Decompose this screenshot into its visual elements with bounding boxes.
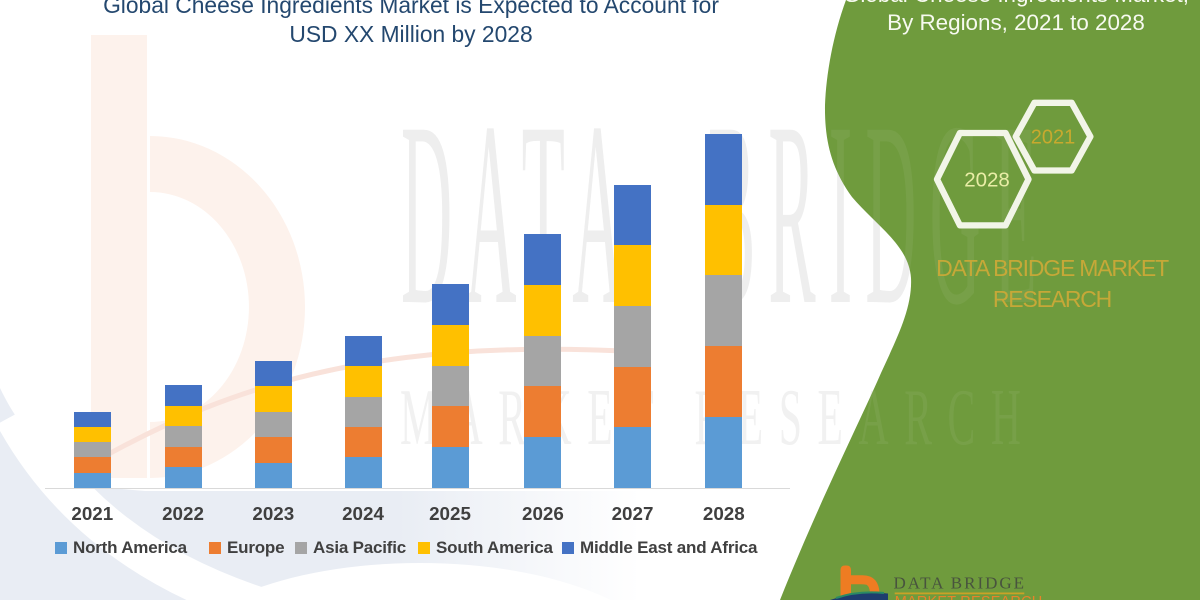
svg-text:DATA BRIDGE: DATA BRIDGE	[894, 574, 1027, 593]
svg-text:2021: 2021	[1031, 127, 1076, 149]
svg-text:MARKET RESEARCH: MARKET RESEARCH	[895, 594, 1043, 600]
svg-text:2028: 2028	[964, 169, 1010, 192]
svg-text:BRIDGE: BRIDGE	[708, 67, 1050, 359]
svg-text:MARKET RESEARCH: MARKET RESEARCH	[400, 372, 1037, 461]
